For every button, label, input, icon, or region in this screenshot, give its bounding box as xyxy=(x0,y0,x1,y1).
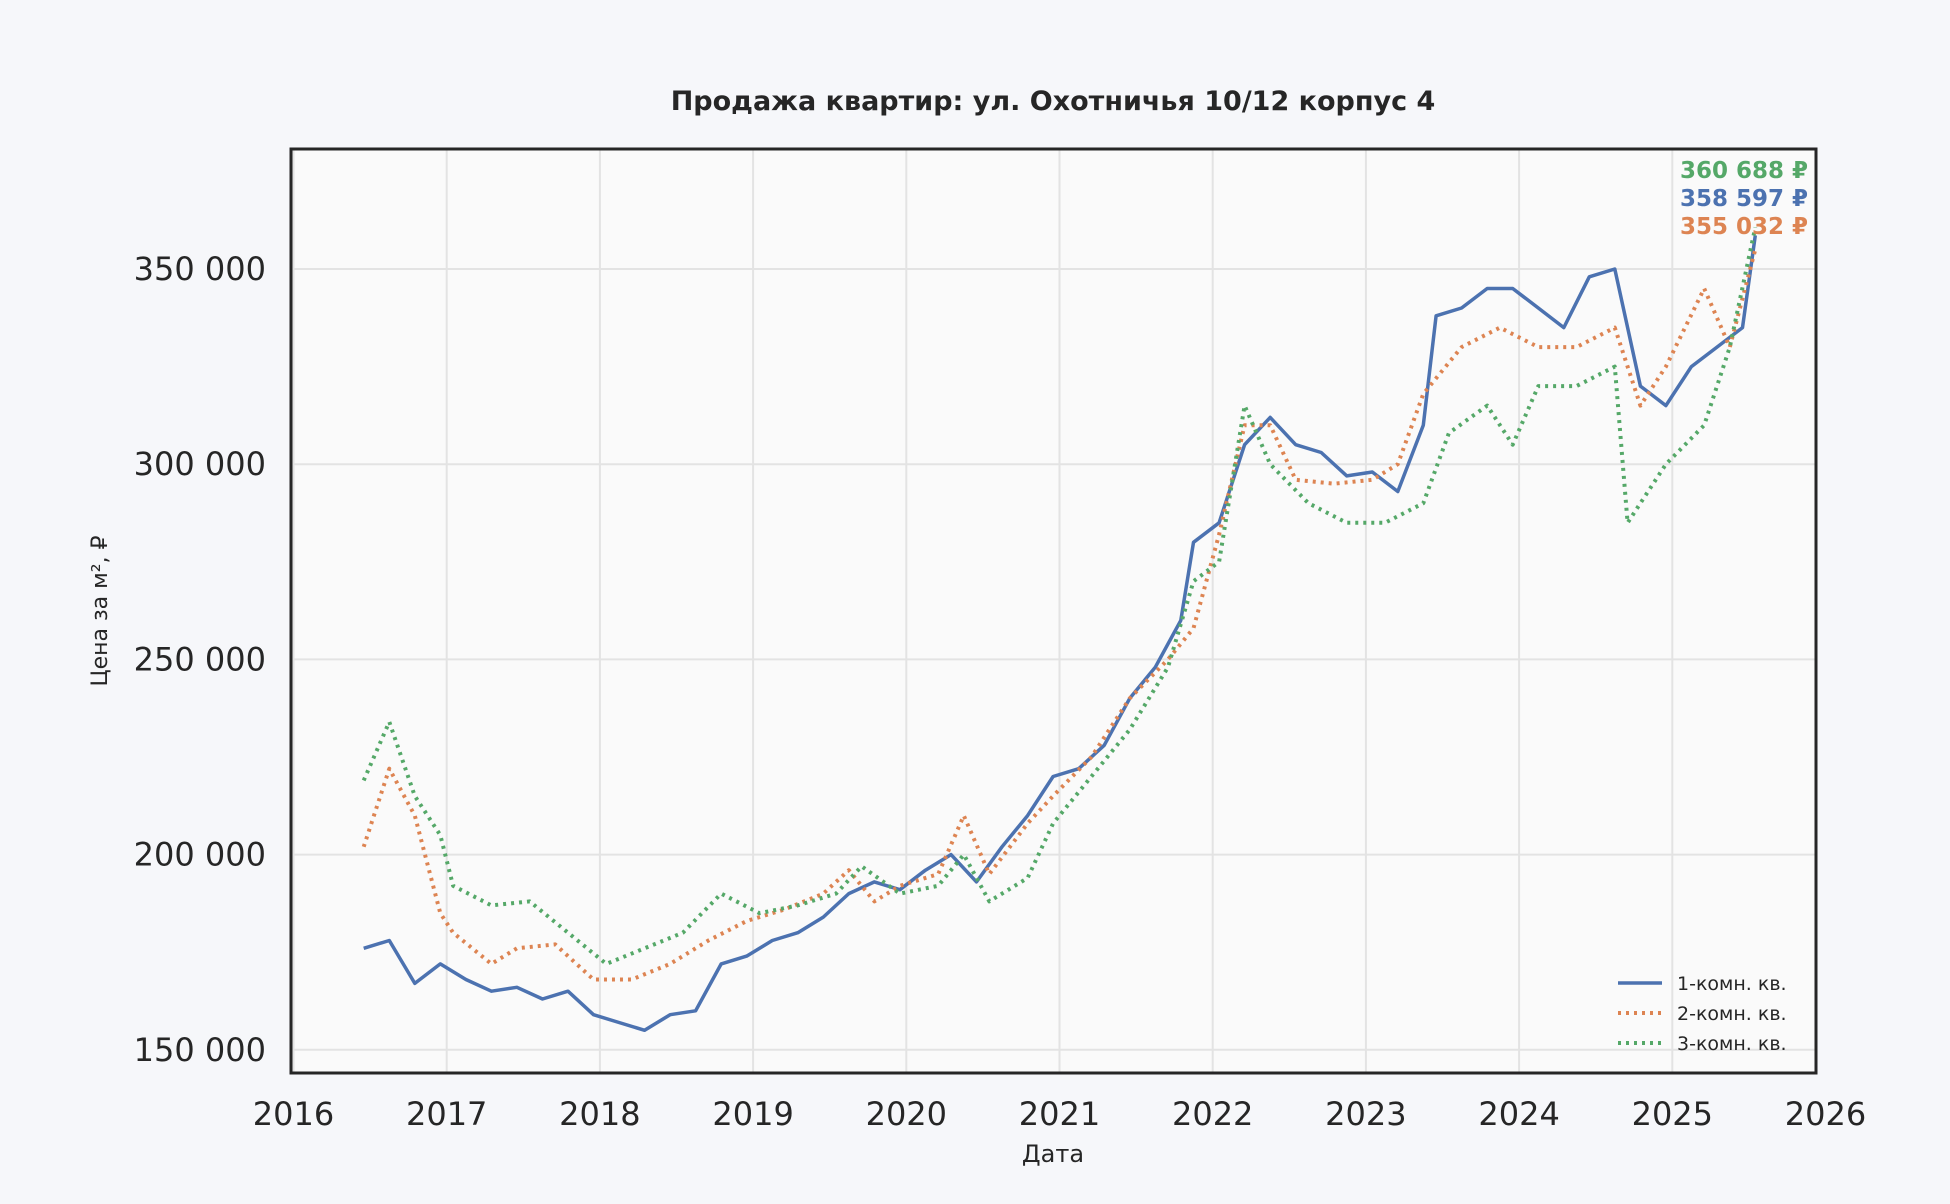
end-value-label-3: 360 688 ₽ xyxy=(1680,158,1808,184)
legend-label-1: 1-комн. кв. xyxy=(1677,973,1787,995)
x-tick-label: 2021 xyxy=(1019,1095,1100,1133)
series-line-3 xyxy=(361,226,1758,966)
x-tick-label: 2024 xyxy=(1478,1095,1559,1133)
y-tick-label: 250 000 xyxy=(134,640,266,678)
legend-label-3: 3-комн. кв. xyxy=(1677,1033,1787,1055)
x-tick-label: 2020 xyxy=(866,1095,947,1133)
plot-frame xyxy=(289,147,1818,1075)
y-axis-label: Цена за м², ₽ xyxy=(88,535,113,686)
x-tick-label: 2026 xyxy=(1785,1095,1866,1133)
x-tick-label: 2018 xyxy=(559,1095,640,1133)
y-tick-label: 150 000 xyxy=(134,1031,266,1069)
x-tick-label: 2019 xyxy=(712,1095,793,1133)
y-tick-label: 300 000 xyxy=(134,445,266,483)
plot-area xyxy=(291,149,1816,1073)
x-tick-label: 2023 xyxy=(1325,1095,1406,1133)
end-value-label-1: 358 597 ₽ xyxy=(1680,186,1808,212)
x-tick-label: 2022 xyxy=(1172,1095,1253,1133)
y-tick-label: 200 000 xyxy=(134,836,266,874)
x-tick-label: 2025 xyxy=(1632,1095,1713,1133)
series-line-2 xyxy=(361,248,1758,982)
chart-title: Продажа квартир: ул. Охотничья 10/12 кор… xyxy=(671,86,1436,117)
legend: 1-комн. кв. 2-комн. кв. 3-комн. кв. xyxy=(1618,973,1787,1055)
y-tick-label: 350 000 xyxy=(134,250,266,288)
x-tick-label: 2016 xyxy=(253,1095,334,1133)
x-tick-label: 2017 xyxy=(406,1095,487,1133)
end-value-label-2: 355 032 ₽ xyxy=(1680,214,1808,240)
legend-label-2: 2-комн. кв. xyxy=(1677,1003,1787,1025)
x-axis-label: Дата xyxy=(1022,1140,1084,1168)
